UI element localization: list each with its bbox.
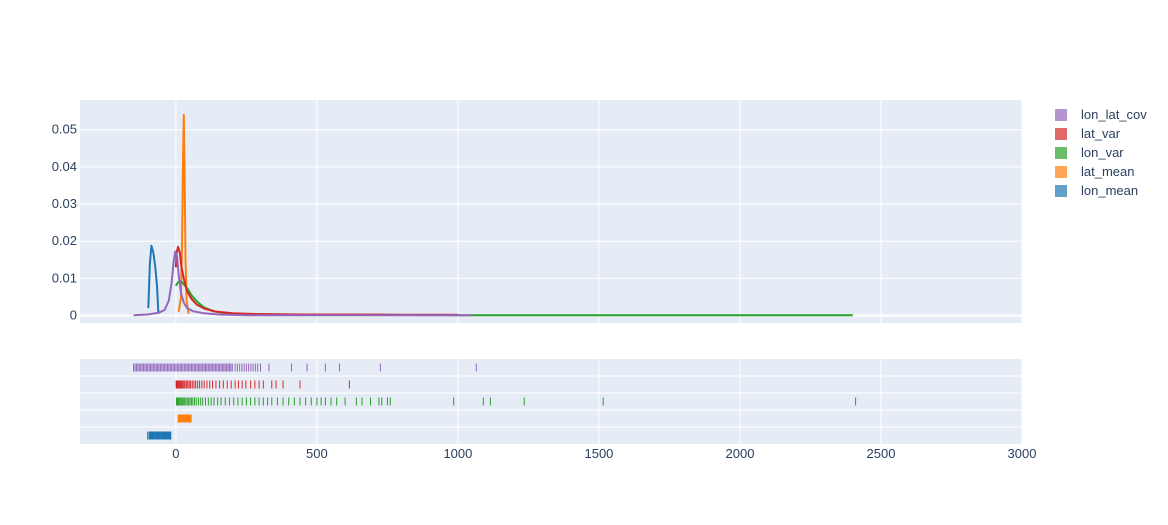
axis-labels: 0 0.01 0.02 0.03 0.04 0.05 0 500 1000 1500 2000 250… bbox=[52, 122, 1037, 461]
y-tick-label: 0.02 bbox=[52, 233, 77, 248]
legend-label-lat_mean[interactable]: lat_mean bbox=[1081, 164, 1134, 179]
x-tick-label: 1500 bbox=[584, 446, 613, 461]
kde-curve-lon_mean bbox=[147, 244, 160, 314]
legend-label-lon_lat_cov[interactable]: lon_lat_cov bbox=[1081, 107, 1147, 122]
legend-swatch-lat_mean[interactable] bbox=[1055, 166, 1067, 178]
legend[interactable]: lon_lat_cov lat_var lon_var lat_mean lon_mea… bbox=[1055, 107, 1147, 198]
legend-label-lat_var[interactable]: lat_var bbox=[1081, 126, 1121, 141]
y-tick-label: 0 bbox=[70, 308, 77, 323]
x-tick-label: 0 bbox=[172, 446, 179, 461]
x-tick-label: 2500 bbox=[867, 446, 896, 461]
y-tick-label: 0.04 bbox=[52, 159, 77, 174]
legend-label-lon_mean[interactable]: lon_mean bbox=[1081, 183, 1138, 198]
legend-swatch-lon_mean[interactable] bbox=[1055, 185, 1067, 197]
y-tick-label: 0.03 bbox=[52, 196, 77, 211]
legend-swatch-lon_lat_cov[interactable] bbox=[1055, 109, 1067, 121]
x-tick-label: 500 bbox=[306, 446, 328, 461]
legend-swatch-lon_var[interactable] bbox=[1055, 147, 1067, 159]
main-plot-background bbox=[80, 100, 1022, 323]
y-tick-label: 0.05 bbox=[52, 122, 77, 137]
legend-swatch-lat_var[interactable] bbox=[1055, 128, 1067, 140]
x-tick-label: 2000 bbox=[726, 446, 755, 461]
rug-marks bbox=[133, 363, 857, 440]
kde-curve-lon_lat_cov bbox=[133, 250, 472, 317]
y-tick-label: 0.01 bbox=[52, 270, 77, 285]
legend-label-lon_var[interactable]: lon_var bbox=[1081, 145, 1124, 160]
x-tick-label: 1000 bbox=[443, 446, 472, 461]
x-tick-label: 3000 bbox=[1008, 446, 1037, 461]
kde-curves bbox=[133, 113, 853, 317]
rug-plot-background bbox=[80, 359, 1022, 444]
